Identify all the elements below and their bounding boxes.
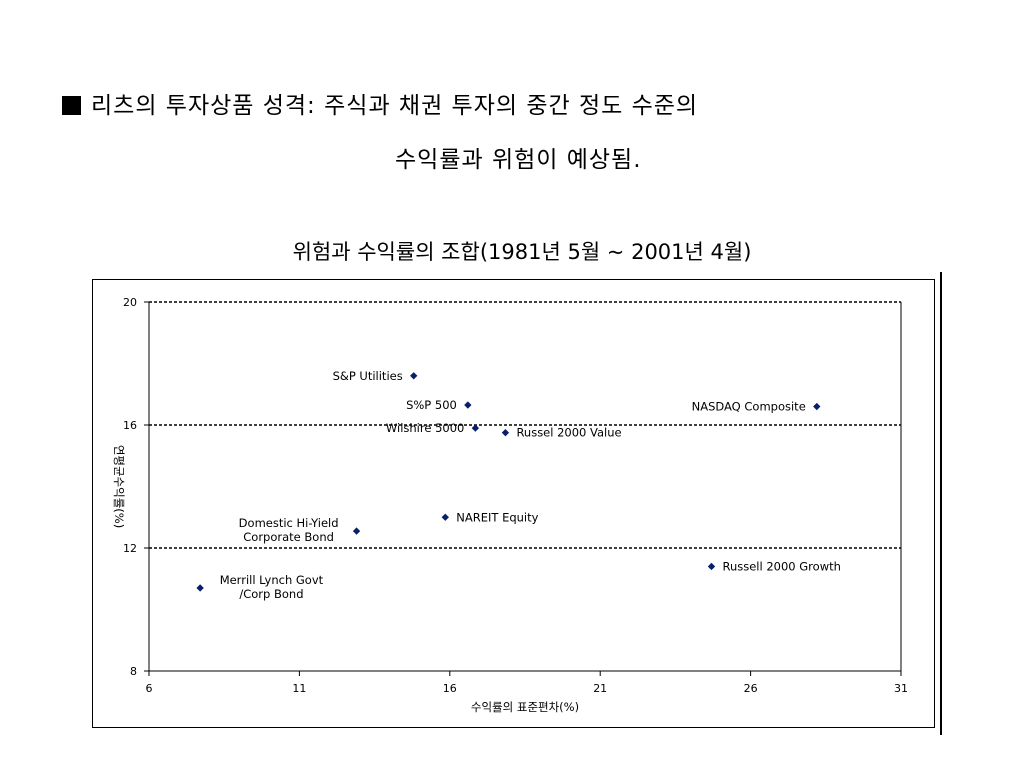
y-tick-label: 8 [130, 665, 137, 678]
heading-line-2: 수익률과 위험이 예상됨. [395, 147, 642, 173]
x-tick-label: 11 [292, 682, 306, 695]
data-point-label: Russel 2000 Value [516, 426, 621, 440]
chart-frame: 6 11 16 21 26 31 8 12 16 20 S&P Utilities S%P 500 W… [92, 279, 935, 728]
data-point [501, 429, 510, 437]
data-point [471, 424, 480, 432]
y-tick-label: 16 [123, 419, 137, 432]
heading-line-1: 리츠의 투자상품 성격: 주식과 채권 투자의 중간 정도 수준의 [62, 86, 698, 120]
y-tick-label: 12 [123, 542, 137, 555]
x-tick-label: 26 [744, 682, 758, 695]
data-point [441, 513, 449, 521]
chart-axes [148, 302, 902, 672]
x-axis-title: 수익률의 표준편차(%) [471, 700, 579, 714]
chart-point-labels: S&P Utilities S%P 500 Wilshire 5000 Russel … [220, 369, 841, 601]
chart-points [196, 372, 821, 592]
reference-lines [149, 301, 901, 549]
y-axis-title: 연평균수익률(%) [112, 445, 126, 528]
data-point-label: S&P Utilities [333, 369, 403, 383]
data-point-label: NASDAQ Composite [692, 400, 806, 414]
data-point [352, 527, 361, 535]
data-point-label: Wilshire 5000 [386, 421, 464, 435]
data-point [464, 401, 472, 409]
data-point-label: Merrill Lynch Govt/Corp Bond [220, 573, 324, 601]
chart-ticks: 6 11 16 21 26 31 8 12 16 20 [123, 296, 908, 695]
data-point-label: S%P 500 [406, 398, 457, 412]
data-point-label: Russell 2000 Growth [722, 559, 840, 573]
x-tick-label: 6 [146, 682, 153, 695]
scatter-chart: 6 11 16 21 26 31 8 12 16 20 S&P Utilities S%P 500 W… [112, 296, 908, 714]
data-point [707, 562, 716, 571]
x-tick-label: 16 [443, 682, 457, 695]
data-point [196, 584, 204, 592]
x-tick-label: 31 [894, 682, 908, 695]
chart-title: 위험과 수익률의 조합(1981년 5월 ~ 2001년 4월) [292, 240, 752, 264]
heading-line-1-text: 리츠의 투자상품 성격: 주식과 채권 투자의 중간 정도 수준의 [91, 93, 699, 119]
data-point-label: NAREIT Equity [456, 510, 538, 524]
data-point-label: Domestic Hi-Yield Corporate Bond [239, 516, 339, 544]
side-divider [940, 272, 942, 735]
data-point [410, 372, 418, 380]
square-bullet-icon [62, 96, 81, 115]
y-tick-label: 20 [123, 296, 137, 309]
data-point [813, 402, 821, 411]
x-tick-label: 21 [593, 682, 607, 695]
